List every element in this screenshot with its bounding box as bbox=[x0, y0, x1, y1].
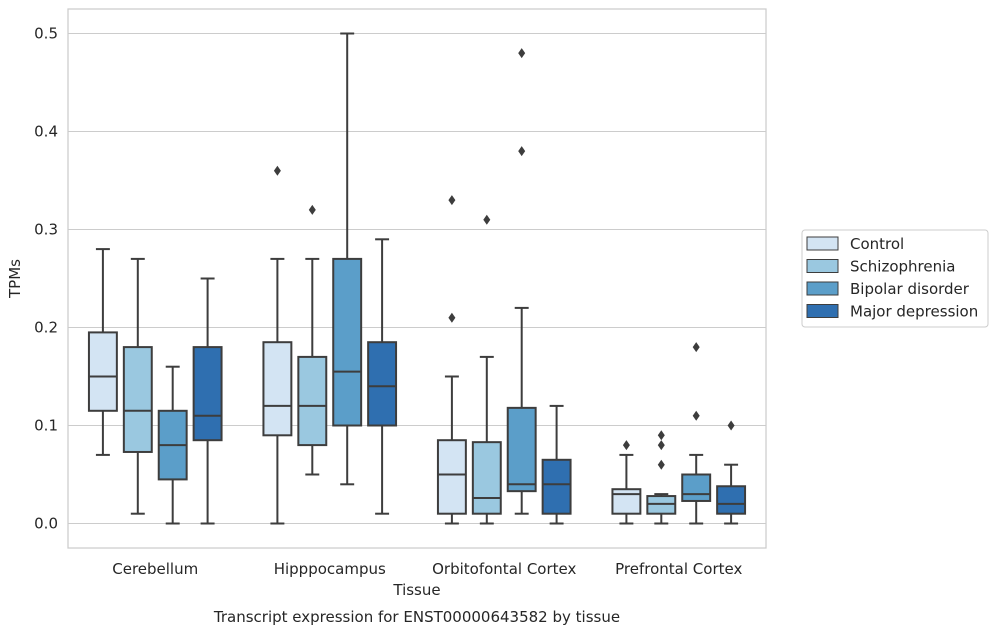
box-group bbox=[506, 48, 537, 515]
legend-frame bbox=[801, 229, 989, 328]
box-group bbox=[681, 342, 712, 525]
outlier-point bbox=[273, 165, 281, 176]
box-group bbox=[122, 257, 153, 515]
outlier-point bbox=[657, 440, 665, 451]
plot-frame bbox=[67, 8, 767, 549]
outlier-point bbox=[692, 410, 700, 421]
legend: Control Schizophrenia Bipolar disorder Majo… bbox=[801, 229, 989, 328]
x-axis-label: Tissue bbox=[392, 581, 440, 599]
y-tick-labels: 0.0 0.1 0.2 0.3 0.4 0.5 bbox=[34, 25, 58, 533]
box-group bbox=[332, 32, 363, 486]
outlier-point bbox=[518, 146, 526, 157]
outlier-point bbox=[657, 459, 665, 470]
x-tick-labels: Cerebellum Hipppocampus Orbitofontal Corte… bbox=[112, 560, 742, 578]
box bbox=[716, 485, 747, 515]
legend-label: Control bbox=[850, 235, 904, 253]
legend-swatch bbox=[806, 281, 839, 296]
box-group bbox=[157, 365, 188, 525]
box-group bbox=[471, 214, 502, 525]
chart-caption: Transcript expression for ENST0000064358… bbox=[213, 608, 620, 626]
boxes-layer bbox=[87, 32, 747, 525]
outlier-point bbox=[483, 214, 491, 225]
x-tick-label: Hipppocampus bbox=[274, 560, 386, 578]
outlier-point bbox=[692, 342, 700, 353]
box bbox=[471, 441, 502, 515]
box-group bbox=[192, 277, 223, 525]
box bbox=[506, 406, 537, 493]
box-group bbox=[436, 195, 467, 525]
y-axis-label: TPMs bbox=[6, 259, 24, 299]
box-group bbox=[367, 238, 398, 515]
box-group bbox=[611, 440, 642, 525]
box-group bbox=[297, 204, 328, 476]
y-tick-label: 0.4 bbox=[34, 123, 58, 141]
box bbox=[297, 355, 328, 447]
box-group bbox=[716, 420, 747, 525]
x-tick-label: Cerebellum bbox=[112, 560, 198, 578]
box bbox=[436, 439, 467, 515]
y-tick-label: 0.2 bbox=[34, 319, 58, 337]
box bbox=[611, 488, 642, 515]
box bbox=[87, 331, 118, 412]
y-tick-label: 0.1 bbox=[34, 417, 58, 435]
box bbox=[332, 257, 363, 427]
outlier-point bbox=[448, 312, 456, 323]
legend-label: Major depression bbox=[850, 303, 978, 321]
box-group bbox=[262, 165, 293, 525]
x-tick-label: Prefrontal Cortex bbox=[615, 560, 742, 578]
box bbox=[262, 341, 293, 437]
x-tick-label: Orbitofontal Cortex bbox=[432, 560, 576, 578]
box bbox=[367, 341, 398, 427]
box bbox=[681, 473, 712, 502]
outlier-point bbox=[622, 440, 630, 451]
legend-swatch bbox=[806, 304, 839, 318]
legend-swatch bbox=[806, 259, 839, 273]
legend-label: Bipolar disorder bbox=[850, 280, 970, 298]
y-tick-label: 0.3 bbox=[34, 221, 58, 239]
outlier-point bbox=[657, 430, 665, 441]
outlier-point bbox=[727, 420, 735, 431]
box-group bbox=[646, 430, 677, 525]
y-tick-label: 0.5 bbox=[34, 25, 58, 43]
box bbox=[122, 346, 153, 453]
outlier-point bbox=[448, 195, 456, 206]
box bbox=[192, 346, 223, 442]
legend-swatch bbox=[806, 236, 839, 251]
y-tick-label: 0.0 bbox=[34, 515, 58, 533]
box-group bbox=[541, 404, 572, 525]
legend-label: Schizophrenia bbox=[850, 258, 955, 276]
outlier-point bbox=[518, 48, 526, 59]
box bbox=[541, 458, 572, 515]
outlier-point bbox=[308, 204, 316, 215]
box-group bbox=[87, 248, 118, 456]
